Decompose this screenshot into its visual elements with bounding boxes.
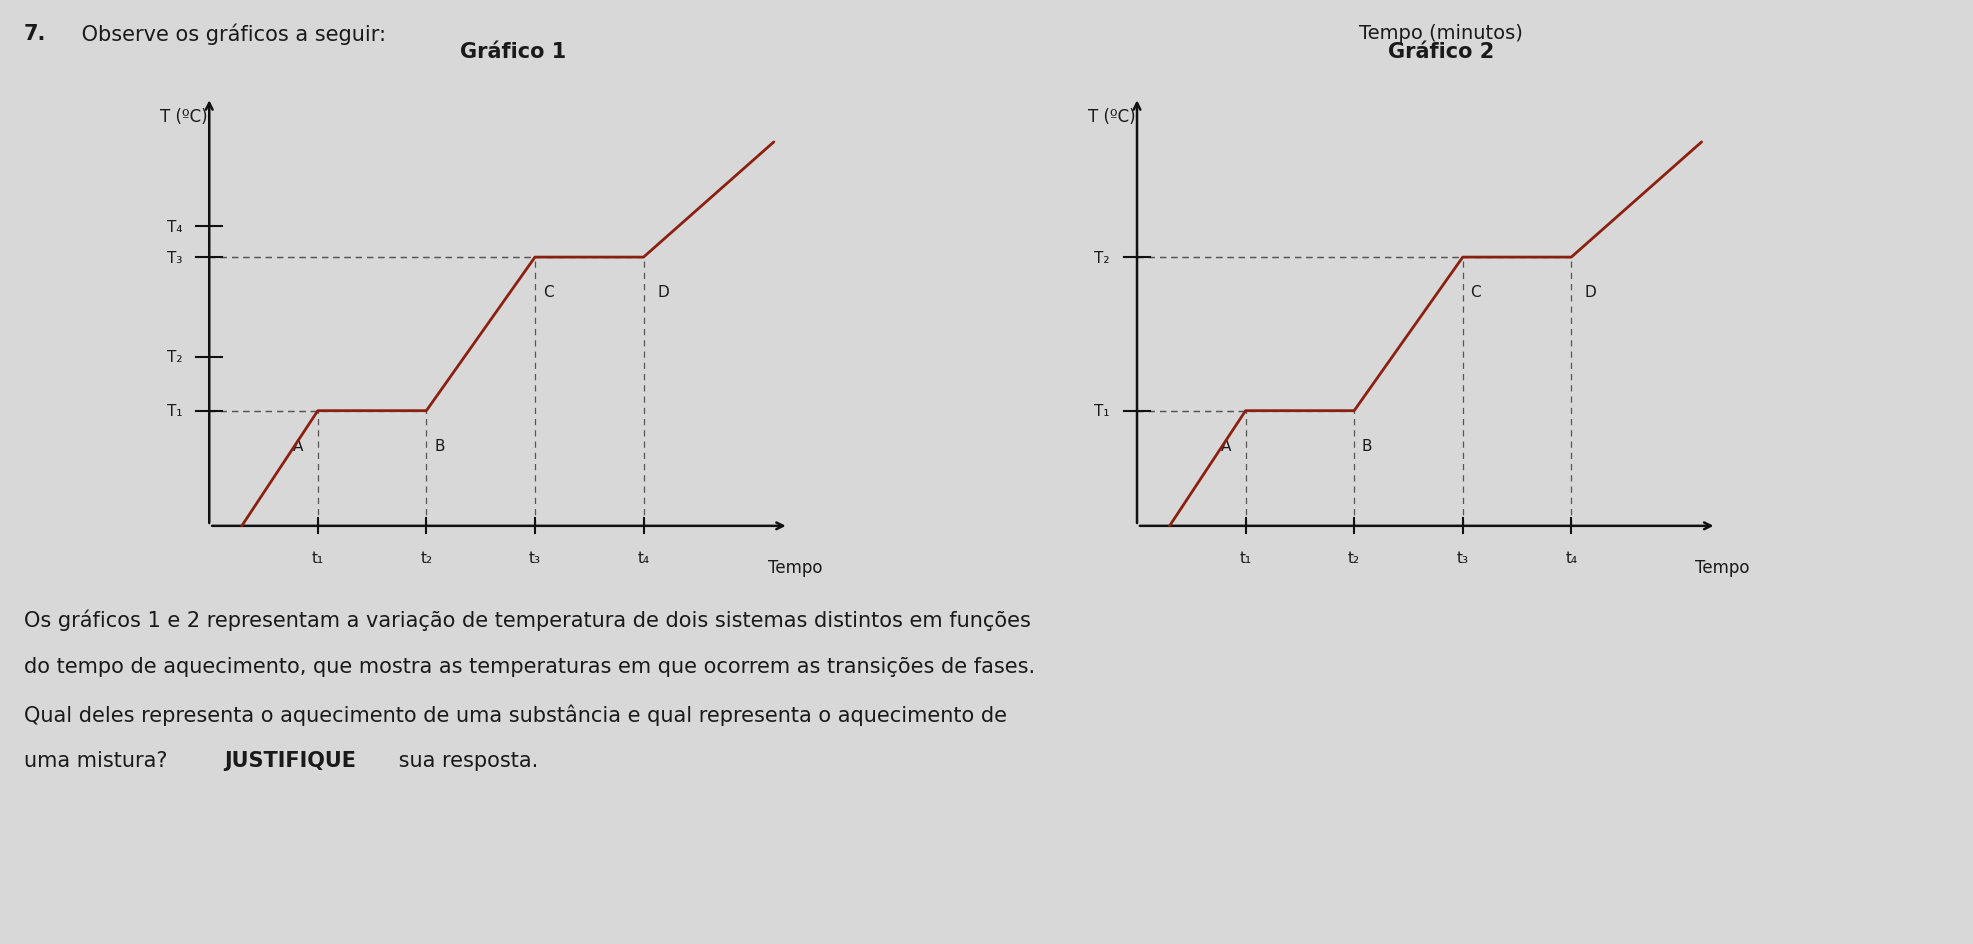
Text: Tempo: Tempo <box>767 559 821 577</box>
Text: T (ºC): T (ºC) <box>160 108 207 126</box>
Text: A: A <box>292 438 304 453</box>
Text: D: D <box>657 285 669 299</box>
Text: Observe os gráficos a seguir:: Observe os gráficos a seguir: <box>75 24 387 45</box>
Text: t₄: t₄ <box>637 551 649 565</box>
Text: B: B <box>1361 438 1371 453</box>
Text: B: B <box>434 438 444 453</box>
Text: T₁: T₁ <box>1093 404 1109 419</box>
Text: Tempo: Tempo <box>1695 559 1748 577</box>
Text: T₂: T₂ <box>166 350 182 365</box>
Text: t₃: t₃ <box>529 551 541 565</box>
Text: D: D <box>1584 285 1596 299</box>
Text: T₃: T₃ <box>166 250 182 265</box>
Text: JUSTIFIQUE: JUSTIFIQUE <box>223 750 355 770</box>
Title: Gráfico 2: Gráfico 2 <box>1387 42 1494 61</box>
Text: Tempo (minutos): Tempo (minutos) <box>1357 24 1523 42</box>
Text: T (ºC): T (ºC) <box>1087 108 1134 126</box>
Text: t₃: t₃ <box>1456 551 1468 565</box>
Title: Gráfico 1: Gráfico 1 <box>460 42 566 61</box>
Text: t₄: t₄ <box>1565 551 1576 565</box>
Text: do tempo de aquecimento, que mostra as temperaturas em que ocorrem as transições: do tempo de aquecimento, que mostra as t… <box>24 656 1034 676</box>
Text: 7.: 7. <box>24 24 45 43</box>
Text: t₂: t₂ <box>1348 551 1359 565</box>
Text: Qual deles representa o aquecimento de uma substância e qual representa o aqueci: Qual deles representa o aquecimento de u… <box>24 703 1006 725</box>
Text: C: C <box>1470 285 1480 299</box>
Text: t₁: t₁ <box>312 551 324 565</box>
Text: Os gráficos 1 e 2 representam a variação de temperatura de dois sistemas distint: Os gráficos 1 e 2 representam a variação… <box>24 609 1030 631</box>
Text: uma mistura?: uma mistura? <box>24 750 174 770</box>
Text: T₄: T₄ <box>166 220 182 235</box>
Text: A: A <box>1219 438 1231 453</box>
Text: t₁: t₁ <box>1239 551 1251 565</box>
Text: T₂: T₂ <box>1093 250 1109 265</box>
Text: sua resposta.: sua resposta. <box>391 750 537 770</box>
Text: T₁: T₁ <box>166 404 182 419</box>
Text: t₂: t₂ <box>420 551 432 565</box>
Text: C: C <box>543 285 552 299</box>
